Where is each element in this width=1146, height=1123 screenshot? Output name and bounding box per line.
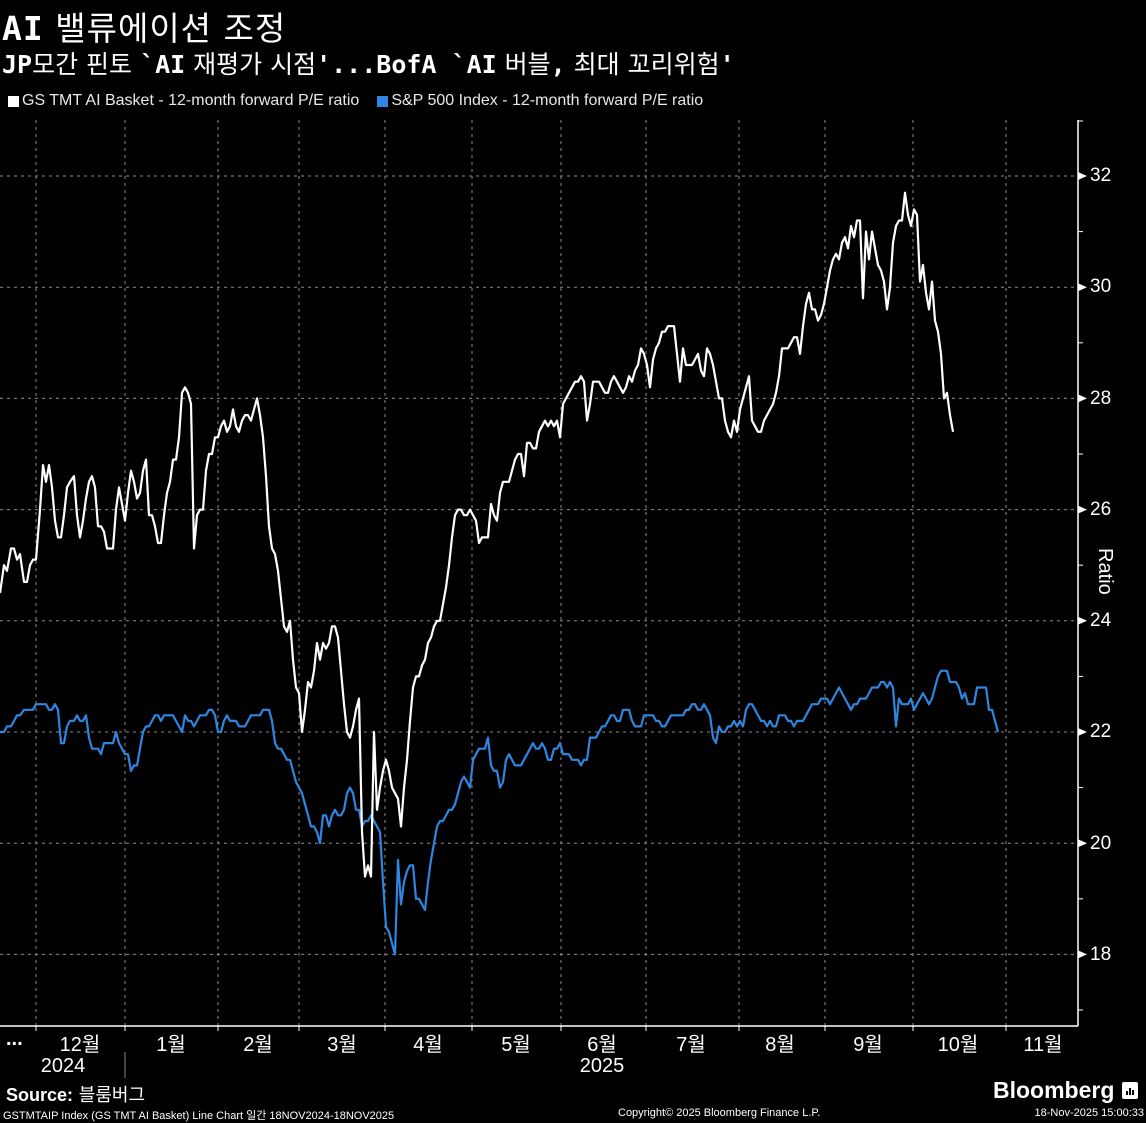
x-tick-label: 6월 [587,1034,617,1056]
y-tick-marker [1078,839,1087,848]
subtitle-segment: 최대 꼬리위험 [565,50,720,79]
source-value: 블룸버그 [78,1085,146,1106]
chart-axes [0,120,1087,1078]
legend-swatch-blue [377,95,389,107]
bloomberg-terminal-icon [1122,1082,1139,1099]
chart-grid [0,120,1078,1026]
y-tick-label: 18 [1090,944,1112,965]
y-tick-marker [1078,728,1087,736]
subtitle-segment: `AI [140,50,186,79]
legend-swatch-white [8,95,19,107]
gs-tmt-ai-basket-line [0,191,955,878]
source-line: Source: 블룸버그 [6,1081,145,1107]
x-tick-label: 10월 [937,1034,979,1056]
x-tick-label: 1월 [156,1034,186,1056]
x-tick-label: 2월 [243,1034,273,1056]
y-tick-label: 30 [1090,276,1112,297]
brand-name: Bloomberg [993,1077,1115,1103]
x-tick-label: 12월 [59,1034,101,1056]
timestamp: 18-Nov-2025 15:00:33 [1034,1107,1144,1119]
y-tick-label: 22 [1090,721,1112,742]
chart-description: GSTMTAIP Index (GS TMT AI Basket) Line C… [3,1110,395,1122]
legend-item-gs-tmt-ai-basket: GS TMT AI Basket - 12-month forward P/E … [8,92,359,110]
chart-legend: GS TMT AI Basket - 12-month forward P/E … [8,92,703,110]
y-tick-label: 26 [1090,499,1112,520]
x-tick-label: 7월 [676,1034,706,1056]
subtitle-segment: 버블 [496,50,551,79]
y-tick-marker [1078,616,1087,625]
x-tick-label: 5월 [501,1034,531,1056]
title-bold: AI [2,9,44,48]
legend-label: S&P 500 Index - 12-month forward P/E rat… [391,92,704,109]
y-tick-marker [1078,283,1087,292]
chart-title: AI 밸류에이션 조정 [2,2,286,50]
y-axis-label: Ratio [1094,548,1116,595]
y-tick-marker [1078,950,1087,959]
legend-item-sp500: S&P 500 Index - 12-month forward P/E rat… [377,92,703,110]
subtitle-segment: ' [719,50,735,79]
x-tick-label: 3월 [327,1034,357,1056]
chart-subtitle: JP모간 핀토 `AI 재평가 시점'...BofA `AI 버블, 최대 꼬리… [2,45,735,81]
subtitle-segment: 모간 핀토 [32,50,141,79]
y-tick-label: 28 [1090,388,1112,409]
x-year-label: 2025 [579,1055,625,1077]
y-tick-marker [1078,394,1087,403]
subtitle-segment: 재평가 시점 [185,50,317,79]
chart-series [0,191,1000,956]
subtitle-segment: JP [2,50,33,79]
y-tick-label: 32 [1090,165,1112,186]
y-tick-marker [1078,505,1087,514]
bloomberg-logo: Bloomberg [993,1077,1139,1104]
x-tick-label: 4월 [413,1034,443,1056]
legend-label: GS TMT AI Basket - 12-month forward P/E … [22,92,360,109]
sp500-line [0,669,1000,956]
x-tick-label: 11월 [1023,1034,1063,1056]
x-axis-ellipsis: ... [6,1028,23,1050]
x-tick-label: 8월 [765,1034,795,1056]
title-text: 밸류에이션 조정 [43,9,287,48]
subtitle-segment: '...BofA `AI [316,50,497,79]
y-tick-label: 24 [1090,610,1112,631]
y-tick-label: 20 [1090,833,1112,854]
source-label: Source: [6,1085,74,1105]
y-tick-marker [1078,172,1087,180]
x-tick-label: 9월 [853,1034,883,1056]
x-year-label: 2024 [40,1055,86,1077]
copyright: Copyright© 2025 Bloomberg Finance L.P. [618,1107,821,1119]
subtitle-segment: , [550,50,566,79]
